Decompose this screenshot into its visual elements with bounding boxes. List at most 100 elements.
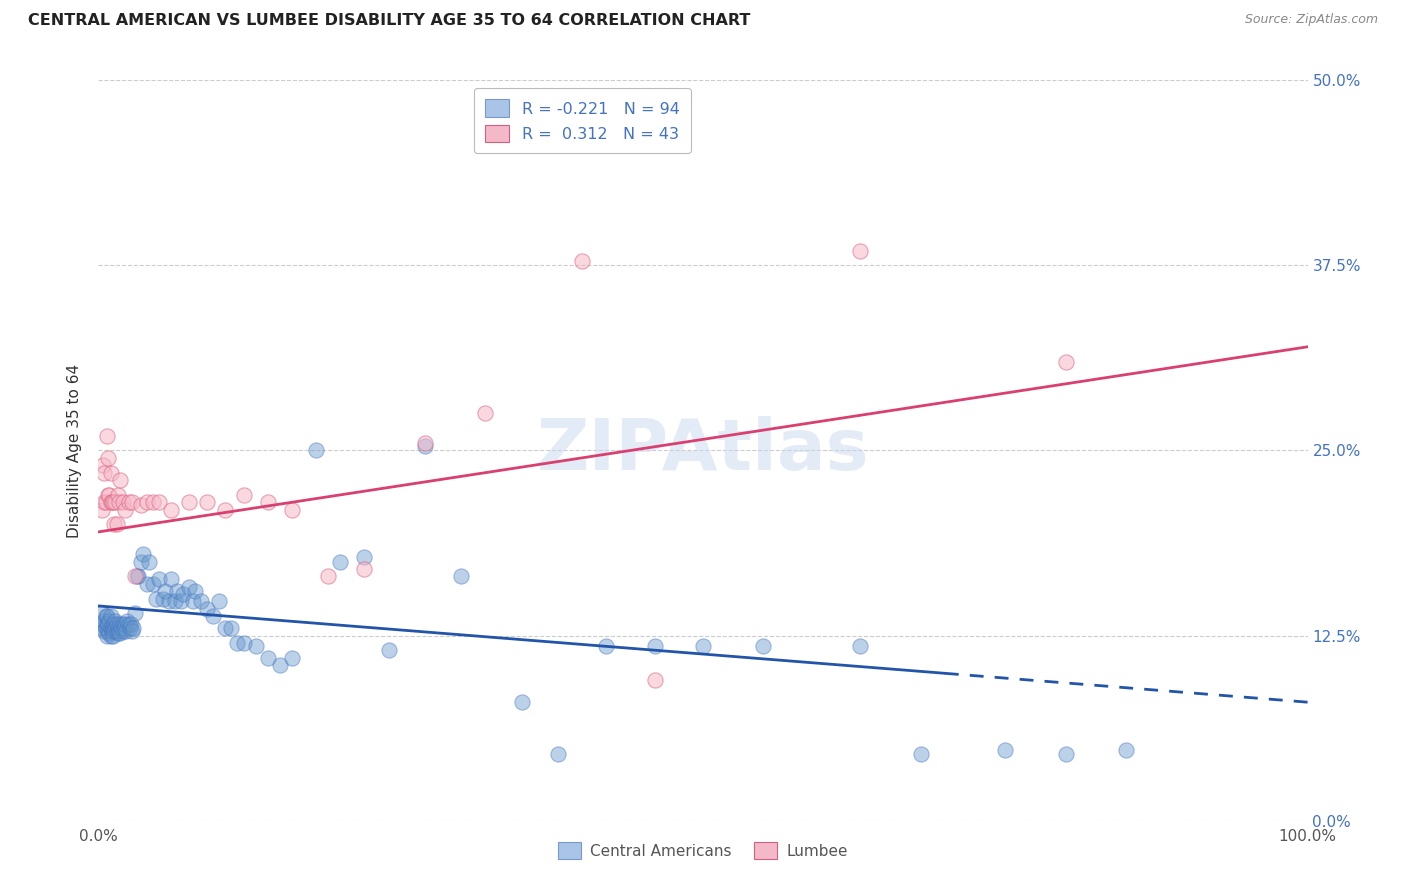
Point: [100, 466, 122, 480]
Point: [100, 618, 122, 632]
Point: [413, 439, 436, 453]
Point: [93, 495, 115, 509]
Y-axis label: Disability Age 35 to 64: Disability Age 35 to 64: [67, 363, 83, 538]
Point: [450, 569, 472, 583]
Point: [107, 488, 129, 502]
Point: [160, 572, 183, 586]
Point: [121, 495, 143, 509]
Point: [97, 616, 120, 631]
Point: [221, 621, 243, 635]
Point: [644, 639, 666, 653]
Point: [100, 628, 122, 642]
Point: [100, 624, 122, 639]
Point: [100, 495, 122, 509]
Point: [547, 747, 569, 761]
Point: [510, 695, 533, 709]
Point: [100, 621, 122, 635]
Point: [110, 621, 132, 635]
Point: [118, 621, 141, 635]
Point: [172, 587, 194, 601]
Point: [166, 584, 188, 599]
Point: [112, 621, 135, 635]
Point: [117, 614, 139, 628]
Point: [101, 495, 124, 509]
Point: [129, 498, 152, 512]
Point: [232, 488, 254, 502]
Point: [91, 502, 114, 516]
Point: [101, 628, 124, 642]
Point: [104, 614, 127, 628]
Point: [105, 616, 128, 631]
Point: [111, 624, 134, 639]
Point: [118, 616, 141, 631]
Point: [163, 594, 186, 608]
Point: [692, 639, 714, 653]
Point: [96, 616, 118, 631]
Point: [849, 244, 872, 258]
Point: [96, 428, 118, 442]
Point: [305, 443, 328, 458]
Point: [214, 502, 236, 516]
Point: [353, 562, 375, 576]
Point: [316, 569, 339, 583]
Point: [91, 621, 114, 635]
Point: [107, 621, 129, 635]
Point: [269, 658, 291, 673]
Point: [105, 517, 128, 532]
Point: [111, 616, 134, 631]
Point: [103, 616, 125, 631]
Point: [114, 616, 136, 631]
Point: [97, 488, 120, 502]
Point: [353, 550, 375, 565]
Point: [108, 495, 131, 509]
Point: [169, 594, 191, 608]
Point: [100, 495, 122, 509]
Legend: Central Americans, Lumbee: Central Americans, Lumbee: [551, 836, 855, 865]
Point: [148, 495, 170, 509]
Point: [103, 624, 125, 639]
Point: [91, 607, 114, 621]
Point: [98, 488, 121, 502]
Point: [595, 639, 617, 653]
Point: [127, 569, 149, 583]
Point: [571, 254, 593, 268]
Point: [91, 458, 114, 473]
Text: CENTRAL AMERICAN VS LUMBEE DISABILITY AGE 35 TO 64 CORRELATION CHART: CENTRAL AMERICAN VS LUMBEE DISABILITY AG…: [28, 13, 751, 29]
Point: [135, 576, 157, 591]
Point: [111, 495, 134, 509]
Point: [142, 576, 165, 591]
Point: [195, 602, 218, 616]
Point: [93, 614, 115, 628]
Point: [281, 650, 304, 665]
Point: [190, 594, 212, 608]
Point: [214, 621, 236, 635]
Point: [135, 495, 157, 509]
Point: [148, 572, 170, 586]
Point: [108, 624, 131, 639]
Point: [94, 609, 117, 624]
Point: [98, 614, 121, 628]
Text: ZIPAtlas: ZIPAtlas: [537, 416, 869, 485]
Point: [98, 625, 121, 640]
Point: [94, 621, 117, 635]
Point: [104, 621, 127, 635]
Point: [118, 495, 141, 509]
Point: [93, 466, 115, 480]
Point: [96, 628, 118, 642]
Point: [281, 502, 304, 516]
Point: [644, 673, 666, 687]
Point: [329, 555, 352, 569]
Point: [124, 569, 146, 583]
Point: [413, 436, 436, 450]
Point: [103, 517, 125, 532]
Point: [101, 621, 124, 635]
Point: [104, 495, 127, 509]
Point: [94, 495, 117, 509]
Point: [122, 621, 145, 635]
Point: [121, 624, 143, 639]
Point: [1115, 742, 1137, 756]
Point: [226, 636, 249, 650]
Point: [138, 555, 160, 569]
Point: [849, 639, 872, 653]
Point: [91, 616, 114, 631]
